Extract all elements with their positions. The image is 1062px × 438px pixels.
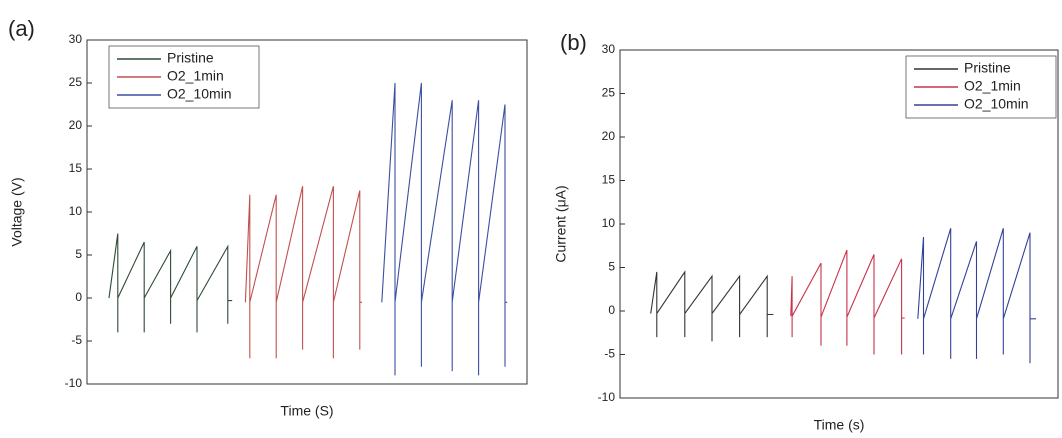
chart-panel: -10 -5 0 5 10 15 20 25 30 (a) Time (S) Voltage (V) P…	[8, 16, 528, 419]
y-tick-label: 10	[602, 216, 616, 230]
y-tick-label: -10	[598, 390, 616, 404]
legend-label: O2_1min	[964, 78, 1021, 94]
y-tick-label: 25	[69, 75, 83, 89]
y-tick-label: 5	[75, 247, 82, 261]
legend-box	[108, 45, 260, 109]
y-tick-label: 30	[602, 42, 616, 56]
y-axis-label: Current (μA)	[553, 185, 569, 262]
y-tick-label: 15	[602, 173, 616, 187]
y-tick-label: 0	[608, 303, 615, 317]
y-axis-label: Voltage (V)	[9, 177, 25, 246]
legend-label: O2_10min	[167, 86, 232, 102]
y-tick-label: 20	[602, 129, 616, 143]
y-tick-label: 10	[69, 204, 83, 218]
legend-label: Pristine	[167, 50, 214, 66]
y-tick-label: -5	[604, 347, 615, 361]
chart-panel: -10 -5 0 5 10 15 20 25 30 (b) Time (s) Current (μA)…	[553, 30, 1059, 433]
legend-label: O2_10min	[964, 96, 1029, 112]
panel-label: (a)	[8, 16, 35, 41]
data-line	[650, 270, 774, 342]
legend: Pristine O2_1min O2_10min	[905, 55, 1057, 119]
data-line	[381, 82, 508, 376]
y-tick-label: 20	[69, 118, 83, 132]
data-line	[244, 186, 362, 359]
data-line	[790, 249, 905, 355]
y-tick-label: 15	[69, 161, 83, 175]
data-line	[108, 233, 233, 333]
legend-label: Pristine	[964, 60, 1011, 76]
y-tick-label: -10	[65, 376, 83, 390]
panel-label: (b)	[560, 30, 587, 55]
y-tick-label: 5	[608, 260, 615, 274]
legend-label: O2_1min	[167, 68, 224, 84]
data-line	[917, 228, 1037, 364]
legend: Pristine O2_1min O2_10min	[108, 45, 260, 109]
x-axis-label: Time (S)	[280, 403, 333, 419]
x-axis-label: Time (s)	[814, 417, 865, 433]
y-tick-label: 25	[602, 86, 616, 100]
y-tick-label: -5	[71, 333, 82, 347]
y-tick-label: 30	[69, 32, 83, 46]
y-tick-label: 0	[75, 290, 82, 304]
